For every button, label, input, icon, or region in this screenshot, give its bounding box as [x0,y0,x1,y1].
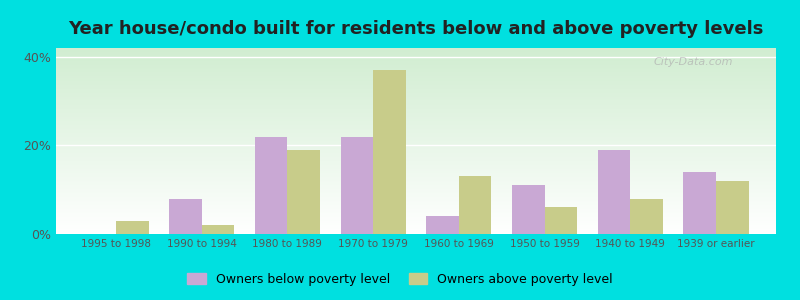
Bar [426,216,459,234]
Bar [341,136,373,234]
Title: Year house/condo built for residents below and above poverty levels: Year house/condo built for residents bel… [68,20,764,38]
Bar [683,172,716,234]
Bar [545,207,577,234]
Bar [202,225,234,234]
Bar [287,150,320,234]
Bar [373,70,406,234]
Bar [512,185,545,234]
Text: City-Data.com: City-Data.com [654,57,733,67]
Bar [169,199,202,234]
Bar [598,150,630,234]
Bar [116,221,149,234]
Legend: Owners below poverty level, Owners above poverty level: Owners below poverty level, Owners above… [182,268,618,291]
Bar [716,181,749,234]
Bar [255,136,287,234]
Bar [459,176,491,234]
Bar [630,199,663,234]
